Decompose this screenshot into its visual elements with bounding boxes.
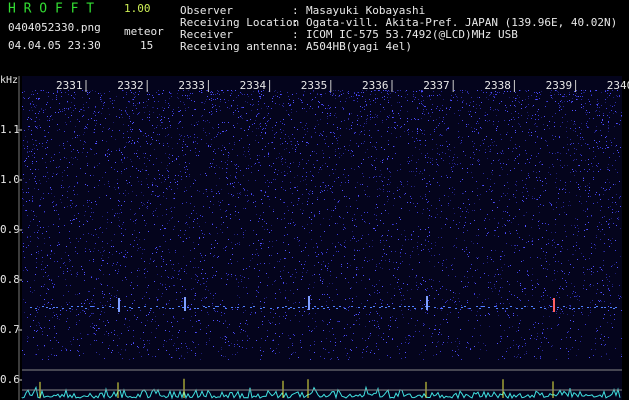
meteor bbox=[553, 298, 555, 312]
meteor-echoes bbox=[30, 306, 617, 309]
field-sep: : bbox=[292, 28, 299, 41]
program-name: H R O F F T bbox=[8, 2, 94, 17]
time-tick-label: 2333 bbox=[178, 79, 205, 92]
header-fields: Observer: Masayuki Kobayashi Receiving Loc… bbox=[180, 4, 617, 53]
datetime: 04.04.05 23:30 bbox=[8, 39, 101, 52]
time-tick-label: 2339 bbox=[546, 79, 573, 92]
meteor bbox=[184, 297, 186, 311]
field-sep: : bbox=[292, 40, 299, 53]
field-label: Receiving antenna bbox=[180, 40, 293, 53]
field-sep: : bbox=[292, 16, 299, 29]
time-tick-label: 2334 bbox=[240, 79, 267, 92]
field-label: Receiver bbox=[180, 28, 233, 41]
freq-tick-label: 1.0 bbox=[0, 173, 20, 186]
time-tick-label: 2332 bbox=[117, 79, 144, 92]
field-label: Receiving Location bbox=[180, 16, 299, 29]
freq-unit: kHz bbox=[0, 75, 18, 86]
time-tick-label: 2335 bbox=[301, 79, 328, 92]
field-value: A504HB(yagi 4el) bbox=[306, 40, 412, 53]
field-label: Observer bbox=[180, 4, 233, 17]
freq-tick-label: 0.6 bbox=[0, 373, 20, 386]
count: 15 bbox=[140, 39, 153, 52]
meteor bbox=[426, 296, 428, 310]
freq-tick-label: 0.8 bbox=[0, 273, 20, 286]
field-value: Ogata-vill. Akita-Pref. JAPAN (139.96E, … bbox=[306, 16, 617, 29]
meteor bbox=[118, 298, 120, 312]
file-name: 0404052330.png bbox=[8, 21, 101, 34]
time-tick-label: 2331 bbox=[56, 79, 83, 92]
field-value: Masayuki Kobayashi bbox=[306, 4, 425, 17]
time-tick-label: 2340 bbox=[607, 79, 629, 92]
axes: 2331 2332 2333 2334 2335 2336 2337 2338 2339 2340… bbox=[0, 76, 629, 400]
time-tick-label: 2336 bbox=[362, 79, 389, 92]
noise-dots bbox=[22, 90, 622, 360]
freq-tick-label: 0.9 bbox=[0, 223, 20, 236]
time-tick-label: 2337 bbox=[423, 79, 450, 92]
meteor bbox=[308, 296, 310, 310]
field-sep: : bbox=[292, 4, 299, 17]
count-label: meteor bbox=[124, 25, 164, 38]
time-tick-label: 2338 bbox=[484, 79, 511, 92]
field-value: ICOM IC-575 53.7492(@LCD)MHz USB bbox=[306, 28, 518, 41]
noise-dots bbox=[22, 90, 622, 360]
freq-tick-label: 0.7 bbox=[0, 323, 20, 336]
freq-tick-label: 1.1 bbox=[0, 123, 20, 136]
version: 1.00 bbox=[124, 2, 151, 15]
